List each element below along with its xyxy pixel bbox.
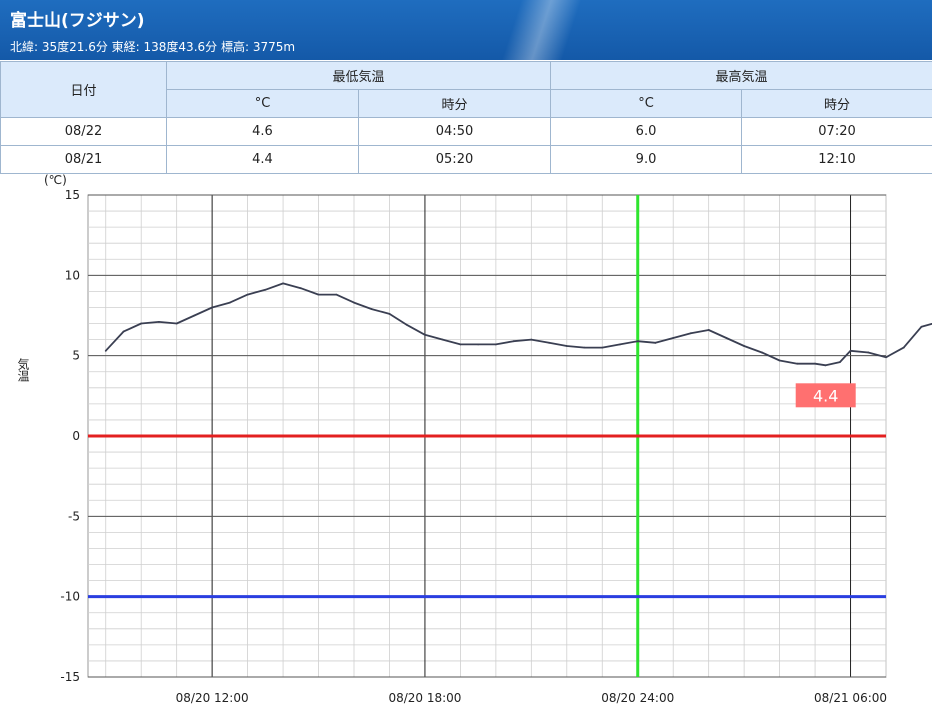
table-row: 08/22 4.6 04:50 6.0 07:20 [0, 117, 932, 146]
y-tick-label: -10 [60, 590, 80, 604]
data-point [824, 364, 827, 367]
data-point [548, 341, 550, 344]
data-point [902, 346, 905, 349]
data-point [814, 362, 816, 365]
data-point [406, 324, 409, 327]
data-point [760, 351, 763, 354]
row-max-celsius: 6.0 [550, 117, 743, 146]
min-temp-header: 最低気温 [165, 61, 552, 90]
data-point [707, 329, 710, 331]
data-point [778, 359, 781, 362]
date-header: 日付 [0, 61, 167, 118]
series-layer [104, 282, 932, 367]
station-header: 富士山(フジサン) 北緯: 35度21.6分 東経: 138度43.6分 標高:… [0, 0, 932, 60]
data-point [299, 287, 302, 290]
data-point [583, 346, 586, 349]
annotations: 9.04.4 [795, 383, 856, 408]
y-axis-label: 気温 [16, 357, 30, 382]
data-point [920, 325, 923, 328]
data-point [743, 345, 746, 347]
row-min-celsius: 4.4 [166, 145, 359, 174]
row-date: 08/21 [0, 145, 167, 174]
data-point [264, 288, 267, 291]
min-celsius-header: °C [166, 89, 359, 118]
data-point [867, 351, 870, 354]
x-tick-label: 08/21 06:00 [814, 691, 887, 705]
data-point [690, 332, 692, 335]
data-point [353, 301, 355, 304]
data-point [565, 345, 568, 347]
data-point [672, 337, 675, 339]
x-tick-label: 08/20 18:00 [388, 691, 461, 705]
max-celsius-header: °C [550, 89, 743, 118]
data-point [175, 322, 178, 325]
max-temp-header: 最高気温 [550, 61, 932, 90]
row-max-celsius: 9.0 [550, 145, 743, 174]
table-subheader-row: °C 時分 °C 時分 [1, 89, 932, 118]
y-tick-label: -5 [68, 509, 80, 523]
temperature-line [105, 282, 932, 367]
y-tick-label: 0 [72, 429, 80, 443]
row-max-time: 12:10 [741, 145, 932, 174]
data-point [370, 308, 373, 310]
data-point [246, 293, 249, 296]
data-point [494, 343, 497, 346]
row-min-time: 05:20 [357, 145, 552, 174]
data-point [317, 293, 320, 296]
y-tick-label: 15 [65, 188, 80, 202]
data-point [725, 337, 728, 339]
data-point [228, 301, 231, 304]
min-annotation-box [795, 383, 856, 408]
data-point [477, 343, 480, 346]
data-point [211, 306, 214, 309]
data-point [158, 321, 160, 323]
y-tick-labels: 15 10 5 0 -5 -10 -15 [60, 188, 80, 684]
data-point [838, 361, 841, 363]
temperature-summary-table: 日付 最低気温 最高気温 °C 時分 °C 時分 08/22 4.6 04:50… [0, 61, 932, 174]
table-header-row: 日付 最低気温 最高気温 [0, 61, 932, 118]
station-coordinates: 北緯: 35度21.6分 東経: 138度43.6分 標高: 3775m [10, 40, 296, 54]
x-tick-label: 08/20 24:00 [601, 691, 674, 705]
row-max-time: 07:20 [741, 117, 932, 146]
row-min-time: 04:50 [357, 117, 552, 146]
data-point [282, 282, 284, 285]
data-point [140, 322, 143, 325]
data-point [424, 333, 426, 336]
row-min-celsius: 4.6 [166, 117, 359, 146]
data-point [441, 338, 444, 341]
x-tick-label: 08/20 12:00 [176, 691, 249, 705]
data-point [636, 340, 639, 343]
data-point [530, 338, 533, 341]
y-tick-label: 5 [72, 349, 80, 363]
data-point [335, 293, 338, 296]
data-point [388, 312, 391, 315]
station-title: 富士山(フジサン) [10, 11, 145, 31]
data-point [459, 343, 462, 346]
data-point [122, 330, 125, 333]
y-tick-label: 10 [65, 268, 80, 282]
min-annotation-label: 4.4 [813, 386, 838, 405]
min-time-header: 時分 [357, 89, 552, 118]
header-shine [492, 0, 588, 60]
reference-lines [88, 434, 886, 599]
data-point [601, 346, 604, 349]
data-point [619, 343, 621, 346]
y-unit-label: (℃) [44, 173, 67, 187]
y-tick-label: -15 [60, 670, 80, 684]
data-point [885, 356, 887, 359]
data-point [796, 362, 799, 365]
data-point [849, 349, 852, 352]
x-tick-labels: 08/20 12:00 08/20 18:00 08/20 24:00 08/21 0… [176, 691, 887, 705]
max-time-header: 時分 [741, 89, 932, 118]
row-date: 08/22 [0, 117, 167, 146]
data-point [512, 340, 515, 343]
data-point [193, 314, 196, 317]
data-point [104, 349, 107, 352]
data-point [654, 341, 657, 344]
table-row: 08/21 4.4 05:20 9.0 12:10 [0, 145, 932, 174]
